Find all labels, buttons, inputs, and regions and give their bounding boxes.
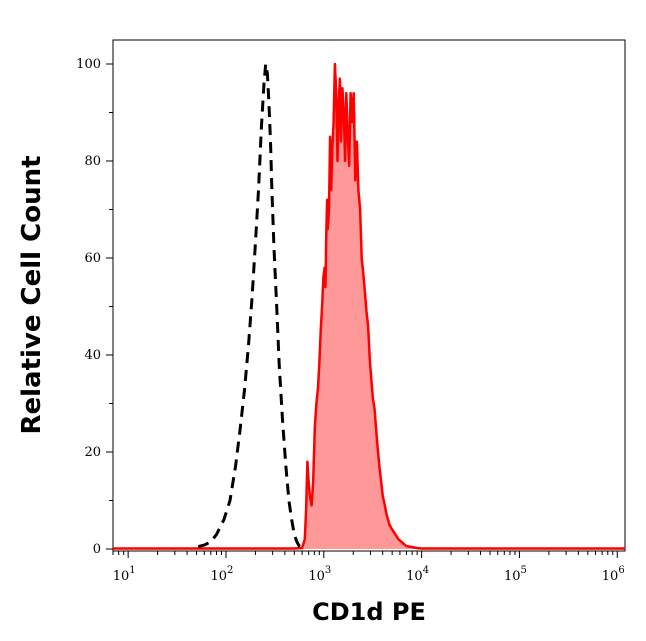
y-tick-label: 100 [76, 57, 101, 72]
series-1-line [113, 62, 625, 550]
y-tick-label: 40 [84, 348, 101, 363]
y-tick-label: 0 [93, 542, 101, 557]
y-tick-label: 20 [84, 445, 101, 460]
x-tick-label: 106 [602, 565, 625, 584]
y-tick-label: 60 [84, 251, 101, 266]
x-tick-label: 103 [308, 565, 331, 584]
x-axis-title: CD1d PE [312, 598, 426, 626]
x-tick-label: 105 [504, 565, 527, 584]
plot-area [113, 62, 625, 551]
x-tick-label: 101 [113, 565, 136, 584]
x-tick-label: 102 [211, 565, 234, 584]
axes: 101 102 103 104 105 106 0 20 40 60 80 100 [76, 57, 625, 584]
y-tick-label: 80 [84, 154, 101, 169]
x-tick-label: 104 [406, 565, 429, 584]
series-0-line [197, 62, 305, 551]
y-axis-title: Relative Cell Count [17, 155, 47, 434]
series-1-fill [113, 64, 625, 549]
